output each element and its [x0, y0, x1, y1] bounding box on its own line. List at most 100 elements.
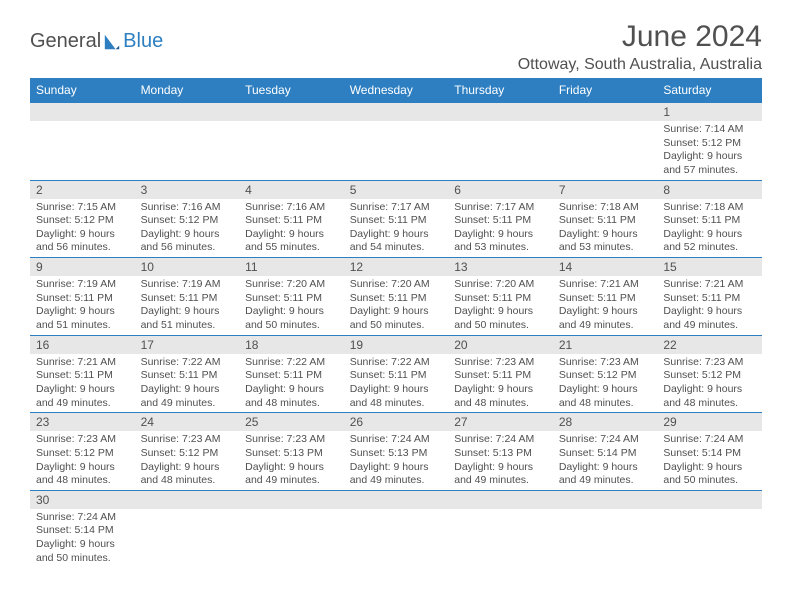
- day-data: Sunrise: 7:23 AMSunset: 5:13 PMDaylight:…: [239, 431, 344, 490]
- calendar-cell: 30Sunrise: 7:24 AMSunset: 5:14 PMDayligh…: [30, 490, 135, 567]
- empty-day: [135, 491, 240, 509]
- logo: General Blue: [30, 30, 163, 53]
- day-number: 9: [30, 258, 135, 276]
- day-number: 22: [657, 336, 762, 354]
- day-number: 12: [344, 258, 449, 276]
- day-number: 29: [657, 413, 762, 431]
- calendar-cell: 12Sunrise: 7:20 AMSunset: 5:11 PMDayligh…: [344, 258, 449, 336]
- calendar-cell: [448, 103, 553, 181]
- day-number: 18: [239, 336, 344, 354]
- calendar-cell: 8Sunrise: 7:18 AMSunset: 5:11 PMDaylight…: [657, 180, 762, 258]
- empty-day: [135, 103, 240, 121]
- calendar-week-row: 23Sunrise: 7:23 AMSunset: 5:12 PMDayligh…: [30, 413, 762, 491]
- calendar-cell: 16Sunrise: 7:21 AMSunset: 5:11 PMDayligh…: [30, 335, 135, 413]
- calendar-cell: [448, 490, 553, 567]
- day-data: Sunrise: 7:22 AMSunset: 5:11 PMDaylight:…: [344, 354, 449, 413]
- calendar-cell: [553, 490, 658, 567]
- day-number: 30: [30, 491, 135, 509]
- day-data: Sunrise: 7:18 AMSunset: 5:11 PMDaylight:…: [553, 199, 658, 258]
- day-data: Sunrise: 7:21 AMSunset: 5:11 PMDaylight:…: [553, 276, 658, 335]
- calendar-week-row: 30Sunrise: 7:24 AMSunset: 5:14 PMDayligh…: [30, 490, 762, 567]
- calendar-cell: 13Sunrise: 7:20 AMSunset: 5:11 PMDayligh…: [448, 258, 553, 336]
- day-data: Sunrise: 7:17 AMSunset: 5:11 PMDaylight:…: [448, 199, 553, 258]
- day-header: Monday: [135, 78, 240, 103]
- day-data: Sunrise: 7:23 AMSunset: 5:12 PMDaylight:…: [657, 354, 762, 413]
- day-data: Sunrise: 7:21 AMSunset: 5:11 PMDaylight:…: [657, 276, 762, 335]
- calendar-cell: 4Sunrise: 7:16 AMSunset: 5:11 PMDaylight…: [239, 180, 344, 258]
- calendar-cell: [239, 103, 344, 181]
- day-number: 20: [448, 336, 553, 354]
- calendar-cell: 22Sunrise: 7:23 AMSunset: 5:12 PMDayligh…: [657, 335, 762, 413]
- calendar-cell: [135, 103, 240, 181]
- day-data: Sunrise: 7:22 AMSunset: 5:11 PMDaylight:…: [239, 354, 344, 413]
- day-data: Sunrise: 7:23 AMSunset: 5:12 PMDaylight:…: [30, 431, 135, 490]
- calendar-cell: 1Sunrise: 7:14 AMSunset: 5:12 PMDaylight…: [657, 103, 762, 181]
- calendar-week-row: 1Sunrise: 7:14 AMSunset: 5:12 PMDaylight…: [30, 103, 762, 181]
- day-data: Sunrise: 7:20 AMSunset: 5:11 PMDaylight:…: [239, 276, 344, 335]
- calendar-cell: 20Sunrise: 7:23 AMSunset: 5:11 PMDayligh…: [448, 335, 553, 413]
- calendar-cell: 19Sunrise: 7:22 AMSunset: 5:11 PMDayligh…: [344, 335, 449, 413]
- calendar-cell: [553, 103, 658, 181]
- day-header: Sunday: [30, 78, 135, 103]
- calendar-cell: 23Sunrise: 7:23 AMSunset: 5:12 PMDayligh…: [30, 413, 135, 491]
- calendar-table: Sunday Monday Tuesday Wednesday Thursday…: [30, 78, 762, 567]
- calendar-cell: 15Sunrise: 7:21 AMSunset: 5:11 PMDayligh…: [657, 258, 762, 336]
- day-data: Sunrise: 7:24 AMSunset: 5:13 PMDaylight:…: [448, 431, 553, 490]
- logo-text-general: General: [30, 30, 101, 53]
- calendar-cell: 29Sunrise: 7:24 AMSunset: 5:14 PMDayligh…: [657, 413, 762, 491]
- day-header: Friday: [553, 78, 658, 103]
- title-block: June 2024 Ottoway, South Australia, Aust…: [518, 20, 762, 74]
- empty-day: [657, 491, 762, 509]
- calendar-cell: 7Sunrise: 7:18 AMSunset: 5:11 PMDaylight…: [553, 180, 658, 258]
- calendar-cell: 6Sunrise: 7:17 AMSunset: 5:11 PMDaylight…: [448, 180, 553, 258]
- calendar-body: 1Sunrise: 7:14 AMSunset: 5:12 PMDaylight…: [30, 103, 762, 568]
- calendar-week-row: 9Sunrise: 7:19 AMSunset: 5:11 PMDaylight…: [30, 258, 762, 336]
- day-number: 7: [553, 181, 658, 199]
- day-data: Sunrise: 7:16 AMSunset: 5:11 PMDaylight:…: [239, 199, 344, 258]
- day-number: 8: [657, 181, 762, 199]
- day-number: 2: [30, 181, 135, 199]
- day-number: 14: [553, 258, 658, 276]
- day-number: 23: [30, 413, 135, 431]
- calendar-cell: 27Sunrise: 7:24 AMSunset: 5:13 PMDayligh…: [448, 413, 553, 491]
- day-header: Saturday: [657, 78, 762, 103]
- day-data: Sunrise: 7:23 AMSunset: 5:12 PMDaylight:…: [553, 354, 658, 413]
- day-number: 19: [344, 336, 449, 354]
- calendar-cell: [30, 103, 135, 181]
- day-number: 24: [135, 413, 240, 431]
- day-number: 5: [344, 181, 449, 199]
- day-number: 25: [239, 413, 344, 431]
- day-data: Sunrise: 7:24 AMSunset: 5:14 PMDaylight:…: [553, 431, 658, 490]
- day-header-row: Sunday Monday Tuesday Wednesday Thursday…: [30, 78, 762, 103]
- calendar-cell: 5Sunrise: 7:17 AMSunset: 5:11 PMDaylight…: [344, 180, 449, 258]
- day-data: Sunrise: 7:17 AMSunset: 5:11 PMDaylight:…: [344, 199, 449, 258]
- day-number: 21: [553, 336, 658, 354]
- month-title: June 2024: [518, 20, 762, 54]
- logo-text-blue: Blue: [123, 30, 163, 53]
- calendar-cell: 10Sunrise: 7:19 AMSunset: 5:11 PMDayligh…: [135, 258, 240, 336]
- day-data: Sunrise: 7:20 AMSunset: 5:11 PMDaylight:…: [448, 276, 553, 335]
- day-data: Sunrise: 7:19 AMSunset: 5:11 PMDaylight:…: [135, 276, 240, 335]
- day-data: Sunrise: 7:19 AMSunset: 5:11 PMDaylight:…: [30, 276, 135, 335]
- empty-day: [553, 103, 658, 121]
- empty-day: [344, 491, 449, 509]
- day-number: 11: [239, 258, 344, 276]
- calendar-cell: 24Sunrise: 7:23 AMSunset: 5:12 PMDayligh…: [135, 413, 240, 491]
- day-data: Sunrise: 7:24 AMSunset: 5:13 PMDaylight:…: [344, 431, 449, 490]
- day-data: Sunrise: 7:18 AMSunset: 5:11 PMDaylight:…: [657, 199, 762, 258]
- calendar-cell: 18Sunrise: 7:22 AMSunset: 5:11 PMDayligh…: [239, 335, 344, 413]
- day-header: Thursday: [448, 78, 553, 103]
- day-number: 28: [553, 413, 658, 431]
- logo-sail-icon: [103, 33, 121, 51]
- day-data: Sunrise: 7:14 AMSunset: 5:12 PMDaylight:…: [657, 121, 762, 180]
- calendar-cell: 25Sunrise: 7:23 AMSunset: 5:13 PMDayligh…: [239, 413, 344, 491]
- day-data: Sunrise: 7:20 AMSunset: 5:11 PMDaylight:…: [344, 276, 449, 335]
- calendar-week-row: 16Sunrise: 7:21 AMSunset: 5:11 PMDayligh…: [30, 335, 762, 413]
- day-data: Sunrise: 7:23 AMSunset: 5:11 PMDaylight:…: [448, 354, 553, 413]
- day-number: 4: [239, 181, 344, 199]
- day-data: Sunrise: 7:23 AMSunset: 5:12 PMDaylight:…: [135, 431, 240, 490]
- calendar-cell: 3Sunrise: 7:16 AMSunset: 5:12 PMDaylight…: [135, 180, 240, 258]
- day-data: Sunrise: 7:24 AMSunset: 5:14 PMDaylight:…: [30, 509, 135, 568]
- empty-day: [448, 491, 553, 509]
- day-number: 3: [135, 181, 240, 199]
